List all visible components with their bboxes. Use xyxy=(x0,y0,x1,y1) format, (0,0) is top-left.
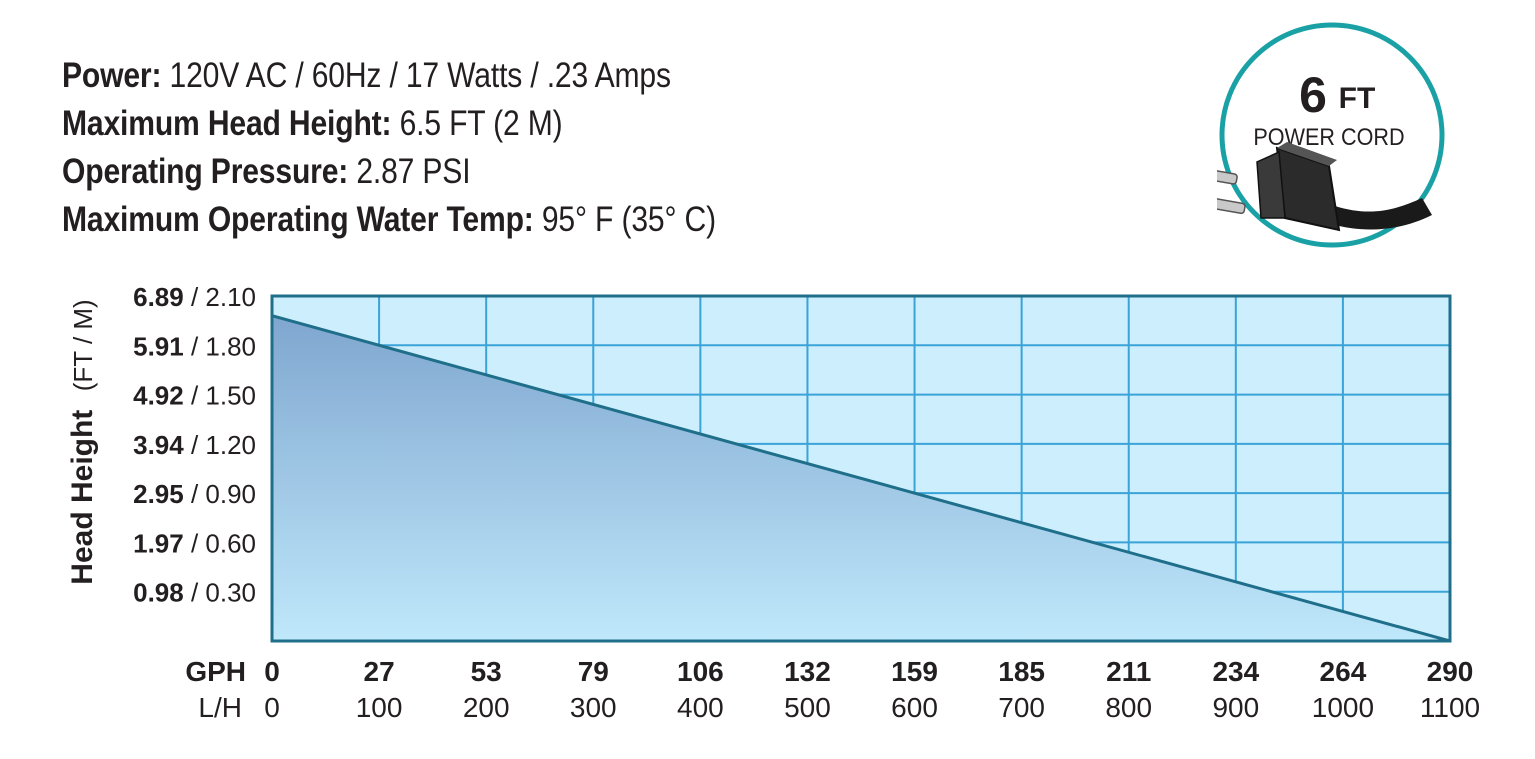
y-tick-ft: 6.89 xyxy=(133,282,184,312)
spec-power: Power: 120V AC / 60Hz / 17 Watts / .23 A… xyxy=(62,52,716,100)
y-tick-ft: 0.98 xyxy=(133,578,184,608)
y-tick-m: 2.10 xyxy=(205,282,256,312)
spec-value: 6.5 FT (2 M) xyxy=(399,104,563,143)
x-tick-lph: 300 xyxy=(570,692,617,723)
x-tick-gph: 53 xyxy=(471,656,502,687)
spec-operating-pressure: Operating Pressure: 2.87 PSI xyxy=(62,148,716,196)
y-tick-separator: / xyxy=(184,528,206,558)
x-tick-lph: 600 xyxy=(891,692,938,723)
x-tick-gph: 27 xyxy=(364,656,395,687)
x-axis-unit-lph: L/H xyxy=(198,692,242,723)
y-tick-ft: 4.92 xyxy=(133,381,184,411)
x-tick-gph: 185 xyxy=(998,656,1045,687)
y-axis-label-main: Head Height xyxy=(66,410,99,585)
x-tick-gph: 132 xyxy=(784,656,831,687)
x-tick-lph: 200 xyxy=(463,692,510,723)
y-tick-label: 0.98 / 0.30 xyxy=(133,578,256,608)
x-tick-lph: 700 xyxy=(998,692,1045,723)
spec-max-head-height: Maximum Head Height: 6.5 FT (2 M) xyxy=(62,100,716,148)
x-tick-gph: 211 xyxy=(1106,656,1151,687)
y-tick-m: 1.80 xyxy=(205,331,256,361)
spec-label: Maximum Head Height: xyxy=(62,104,392,143)
y-tick-m: 1.20 xyxy=(205,430,256,460)
x-tick-gph: 0 xyxy=(264,656,280,687)
y-tick-label: 2.95 / 0.90 xyxy=(133,479,256,509)
y-tick-separator: / xyxy=(184,331,206,361)
spec-value: 2.87 PSI xyxy=(356,152,471,191)
badge-caption: POWER CORD xyxy=(1253,123,1404,150)
y-tick-separator: / xyxy=(184,282,206,312)
y-tick-ft: 1.97 xyxy=(133,528,184,558)
y-tick-separator: / xyxy=(184,430,206,460)
plot-frame xyxy=(270,294,1452,643)
x-tick-lph: 100 xyxy=(356,692,403,723)
x-tick-gph: 79 xyxy=(578,656,609,687)
y-tick-label: 5.91 / 1.80 xyxy=(133,331,256,361)
power-cord-badge: 6 FT POWER CORD xyxy=(1217,22,1445,248)
y-tick-separator: / xyxy=(184,381,206,411)
x-tick-lph: 500 xyxy=(784,692,831,723)
x-tick-lph: 1000 xyxy=(1312,692,1374,723)
curve-line xyxy=(271,314,1451,643)
spec-value: 95° F (35° C) xyxy=(541,200,716,239)
spec-max-water-temp: Maximum Operating Water Temp: 95° F (35°… xyxy=(62,196,716,244)
spec-value: 120V AC / 60Hz / 17 Watts / .23 Amps xyxy=(169,56,671,95)
x-tick-lph: 800 xyxy=(1105,692,1152,723)
y-tick-ft: 2.95 xyxy=(133,479,184,509)
x-tick-gph: 159 xyxy=(891,656,938,687)
y-axis-label-unit: (FT / M) xyxy=(68,299,98,391)
x-tick-lph: 0 xyxy=(264,692,280,723)
y-tick-m: 0.90 xyxy=(205,479,256,509)
spec-label: Operating Pressure: xyxy=(62,152,349,191)
y-tick-label: 1.97 / 0.60 xyxy=(133,528,256,558)
x-tick-gph: 234 xyxy=(1212,656,1259,687)
x-tick-lph: 900 xyxy=(1212,692,1259,723)
y-tick-separator: / xyxy=(184,479,206,509)
x-tick-lph: 400 xyxy=(677,692,724,723)
y-tick-m: 1.50 xyxy=(205,381,256,411)
power-plug-icon xyxy=(1217,142,1432,232)
x-tick-lph: 1100 xyxy=(1420,692,1480,723)
x-tick-gph: 290 xyxy=(1427,656,1474,687)
y-tick-label: 4.92 / 1.50 xyxy=(133,381,256,411)
y-tick-m: 0.30 xyxy=(205,578,256,608)
x-tick-gph: 106 xyxy=(677,656,724,687)
y-tick-separator: / xyxy=(184,578,206,608)
x-tick-gph: 264 xyxy=(1320,656,1367,687)
badge-number: 6 xyxy=(1299,67,1327,123)
badge-unit: FT xyxy=(1339,82,1376,115)
y-tick-ft: 5.91 xyxy=(133,331,184,361)
y-tick-m: 0.60 xyxy=(205,528,256,558)
spec-list: Power: 120V AC / 60Hz / 17 Watts / .23 A… xyxy=(62,52,822,244)
x-axis-unit-gph: GPH xyxy=(185,656,246,687)
y-axis-label: Head Height (FT / M) xyxy=(66,299,99,584)
y-tick-label: 6.89 / 2.10 xyxy=(133,282,256,312)
spec-label: Power: xyxy=(62,56,162,95)
y-tick-ft: 3.94 xyxy=(133,430,184,460)
y-tick-label: 3.94 / 1.20 xyxy=(133,430,256,460)
spec-label: Maximum Operating Water Temp: xyxy=(62,200,534,239)
